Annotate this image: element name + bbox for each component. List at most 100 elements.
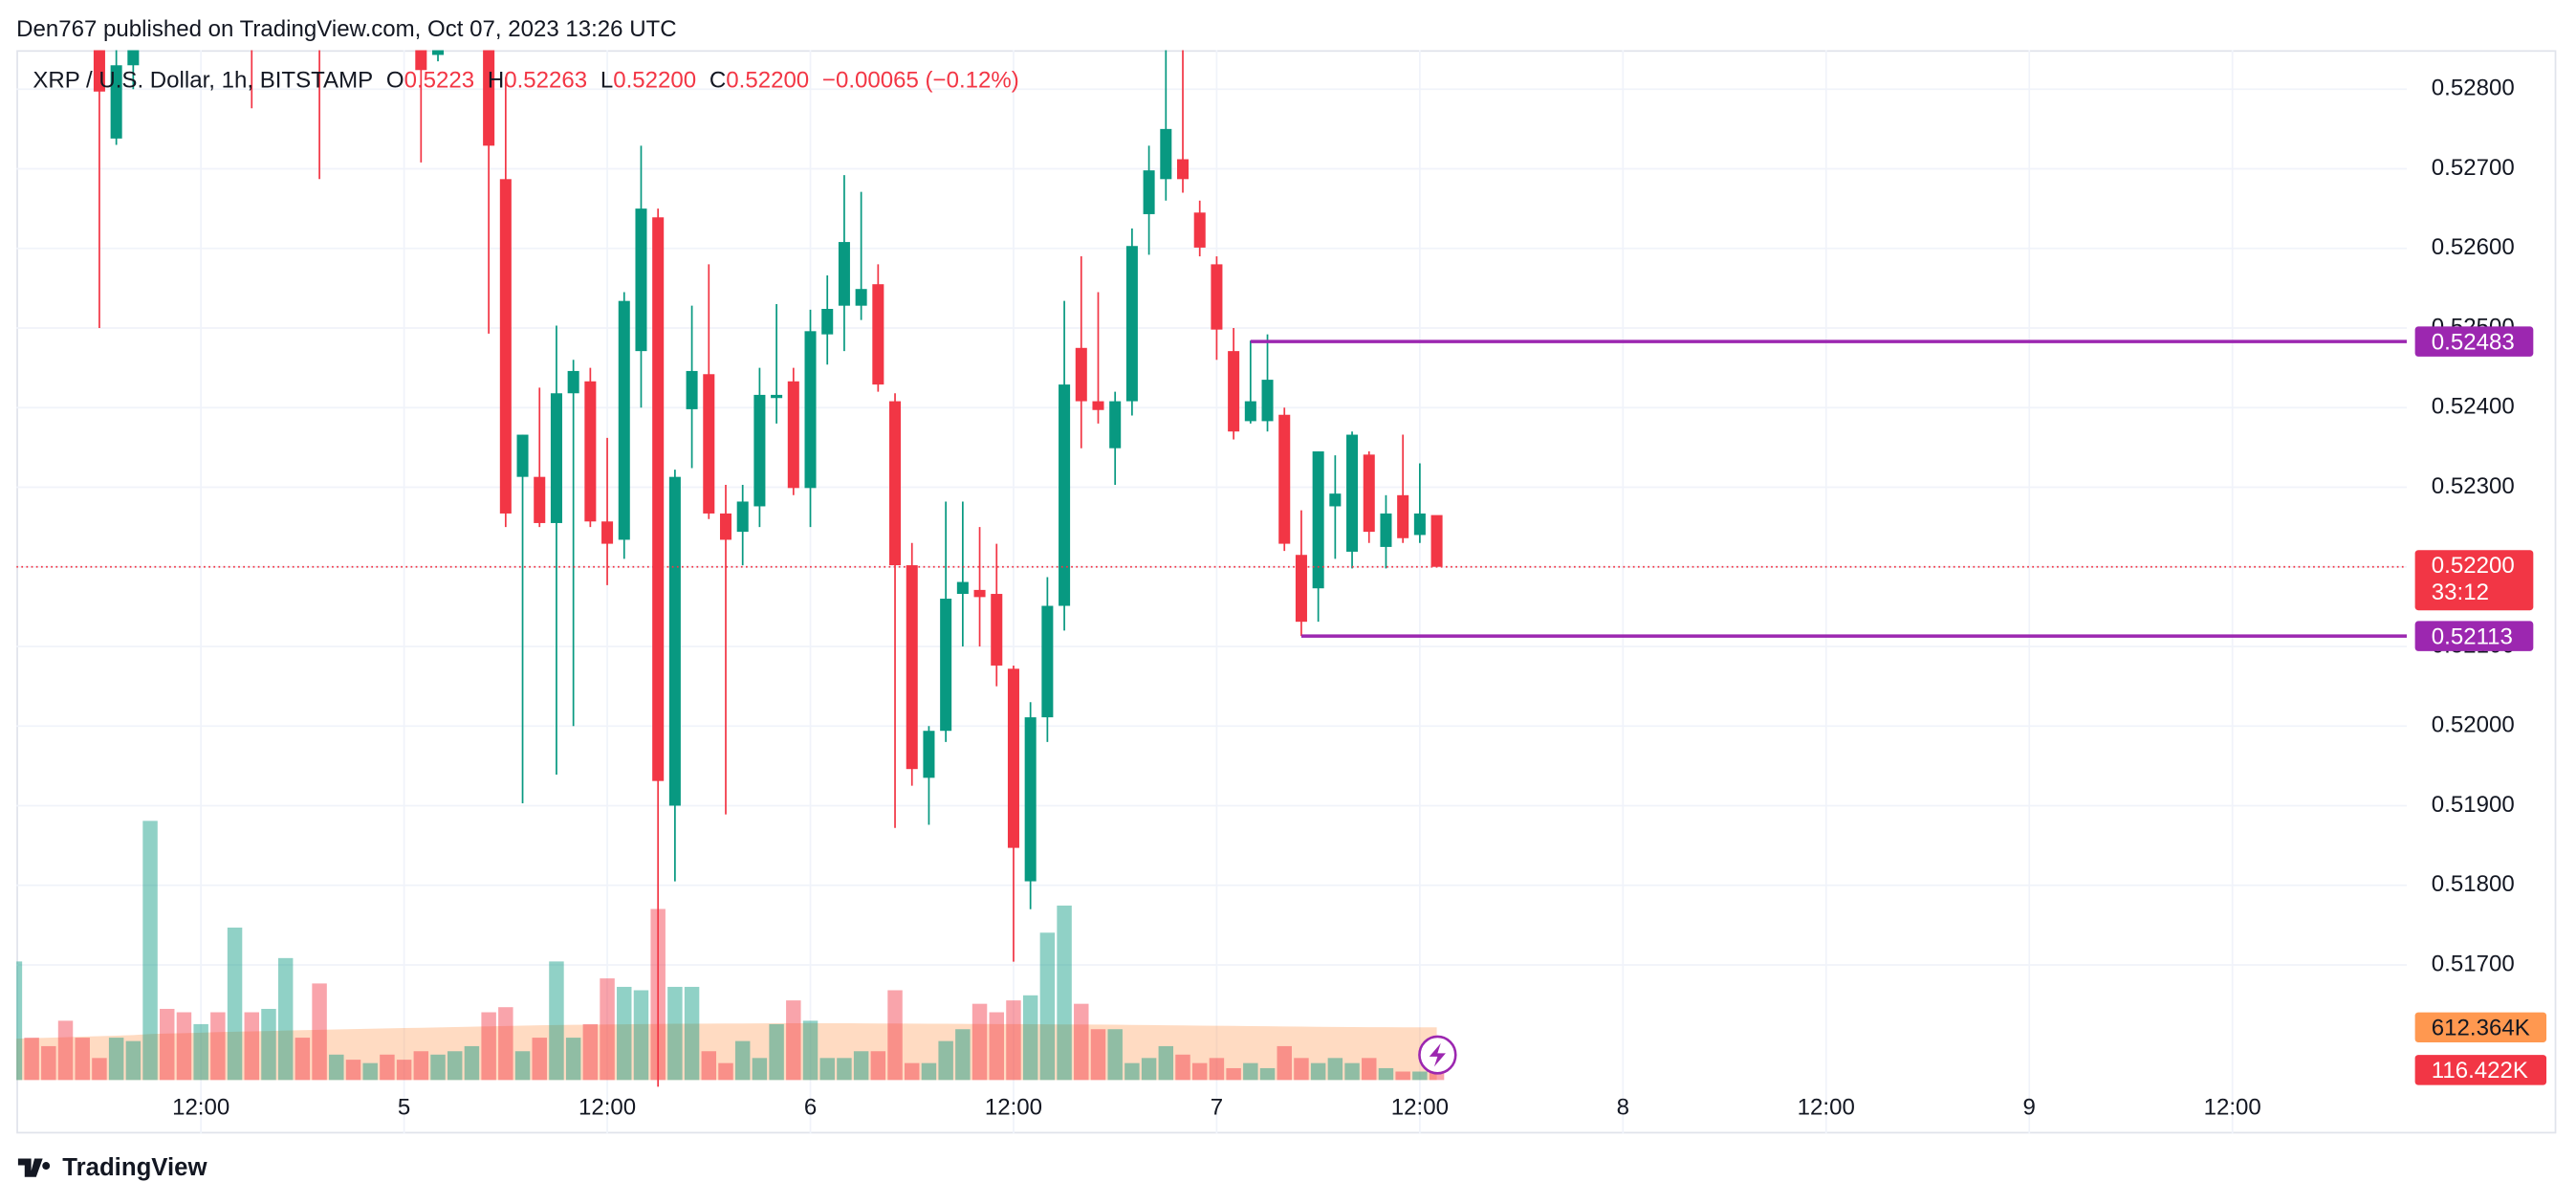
candle-body [1329,493,1342,507]
volume-bar [75,1038,90,1081]
x-tick-label: 7 [1211,1094,1223,1120]
replay-icon[interactable] [1418,1035,1457,1075]
volume-bar [1191,1062,1208,1081]
candle-body [719,513,732,540]
volume-label-bg [2414,1055,2547,1085]
countdown: 33:12 [2432,580,2489,605]
volume-bar [160,1008,175,1081]
candle-body [753,394,766,507]
volume-bar [1090,1029,1106,1081]
candle-body [1041,605,1054,718]
candle-body [1413,513,1426,536]
candle-body [1261,380,1274,422]
volume-bar [380,1054,395,1081]
volume-bar [600,978,615,1081]
x-tick-label: 12:00 [579,1094,636,1120]
last-price-label-bg [2414,550,2534,611]
candle-body [804,331,817,489]
volume-bar [447,1051,463,1081]
volume-bar [193,1023,208,1081]
legend-close: 0.52200 [726,68,809,94]
volume-bar [582,1023,599,1081]
x-tick-label: 12:00 [2204,1094,2261,1120]
volume-bar [905,1062,920,1081]
candle-body [906,565,918,770]
candle-body [1059,384,1071,606]
footer-logo [17,1158,51,1177]
legend-low: 0.52200 [613,68,696,94]
x-tick-label: 9 [2023,1094,2036,1120]
y-tick-label: 0.52400 [2432,394,2515,420]
volume-bar [1310,1062,1326,1081]
volume-bar [125,1040,142,1081]
volume-bar [633,990,649,1081]
axes: 0.517000.518000.519000.520000.521000.522… [172,76,2547,1121]
volume-bar [837,1058,852,1081]
volume-bar [481,1012,496,1081]
volume-bar [498,1007,513,1081]
volume-bar [396,1060,412,1081]
candle-body [872,284,884,385]
x-tick-label: 8 [1617,1094,1629,1120]
volume-ma-label-bg [2414,1012,2547,1043]
x-tick-label: 5 [398,1094,410,1120]
volume-bar [210,1012,226,1081]
last-price-label: 0.52200 [2432,553,2515,579]
y-tick-label: 0.52700 [2432,155,2515,181]
plot-area [16,50,2408,1087]
candle-body [1024,717,1037,882]
volume-bar [329,1054,344,1081]
y-tick-label: 0.52800 [2432,76,2515,101]
candle-body [956,581,969,595]
candle-body [1363,454,1375,533]
candle-body [652,217,665,781]
legend-high: 0.52263 [504,68,587,94]
candle-body [534,476,546,523]
volume-bar [1243,1062,1258,1081]
candle-body [1125,246,1138,402]
candle-body [1397,494,1409,538]
candle-body [991,594,1003,666]
x-tick-label: 12:00 [1391,1094,1449,1120]
candle-body [668,476,681,806]
volume-bar [802,1020,819,1081]
candle-body [1312,451,1324,589]
legend-open: 0.5223 [404,68,475,94]
legend-o-letter: O [386,68,404,94]
x-tick-label: 12:00 [985,1094,1042,1120]
volume-bar [277,957,294,1081]
volume-bar [989,1012,1004,1081]
volume-bar [1429,1069,1445,1081]
candle-body [821,309,834,335]
volume-bar [819,1058,835,1081]
candle-body [1160,128,1172,180]
volume-bar [853,1051,869,1081]
volume-bar [41,1045,56,1081]
volume-bar [718,1062,733,1081]
level-label: 0.52483 [2432,329,2515,355]
volume-bar [887,990,903,1081]
grid [16,50,2408,1134]
candle-body [686,370,698,409]
level-label: 0.52113 [2432,624,2513,649]
legend-l-letter: L [600,68,613,94]
candle-body [1278,414,1291,544]
candle-body [1193,212,1206,248]
volume-bar [1344,1062,1360,1081]
volume-bar [413,1051,429,1081]
volume-bar [1362,1058,1377,1081]
volume-bar [921,1062,937,1081]
candle-body [567,370,579,394]
volume-bar [532,1038,547,1081]
candle-body [1176,159,1190,180]
candle-body [499,179,512,514]
candle-body [483,50,495,146]
y-tick-label: 0.51800 [2432,871,2515,897]
volume-bar [362,1062,378,1081]
volume-bar [514,1051,531,1081]
candle-body [1109,401,1122,449]
volume-bar [1294,1058,1309,1081]
volume-bar [1412,1071,1428,1081]
volume-bar [786,1000,801,1081]
volume-bar [1124,1062,1140,1081]
